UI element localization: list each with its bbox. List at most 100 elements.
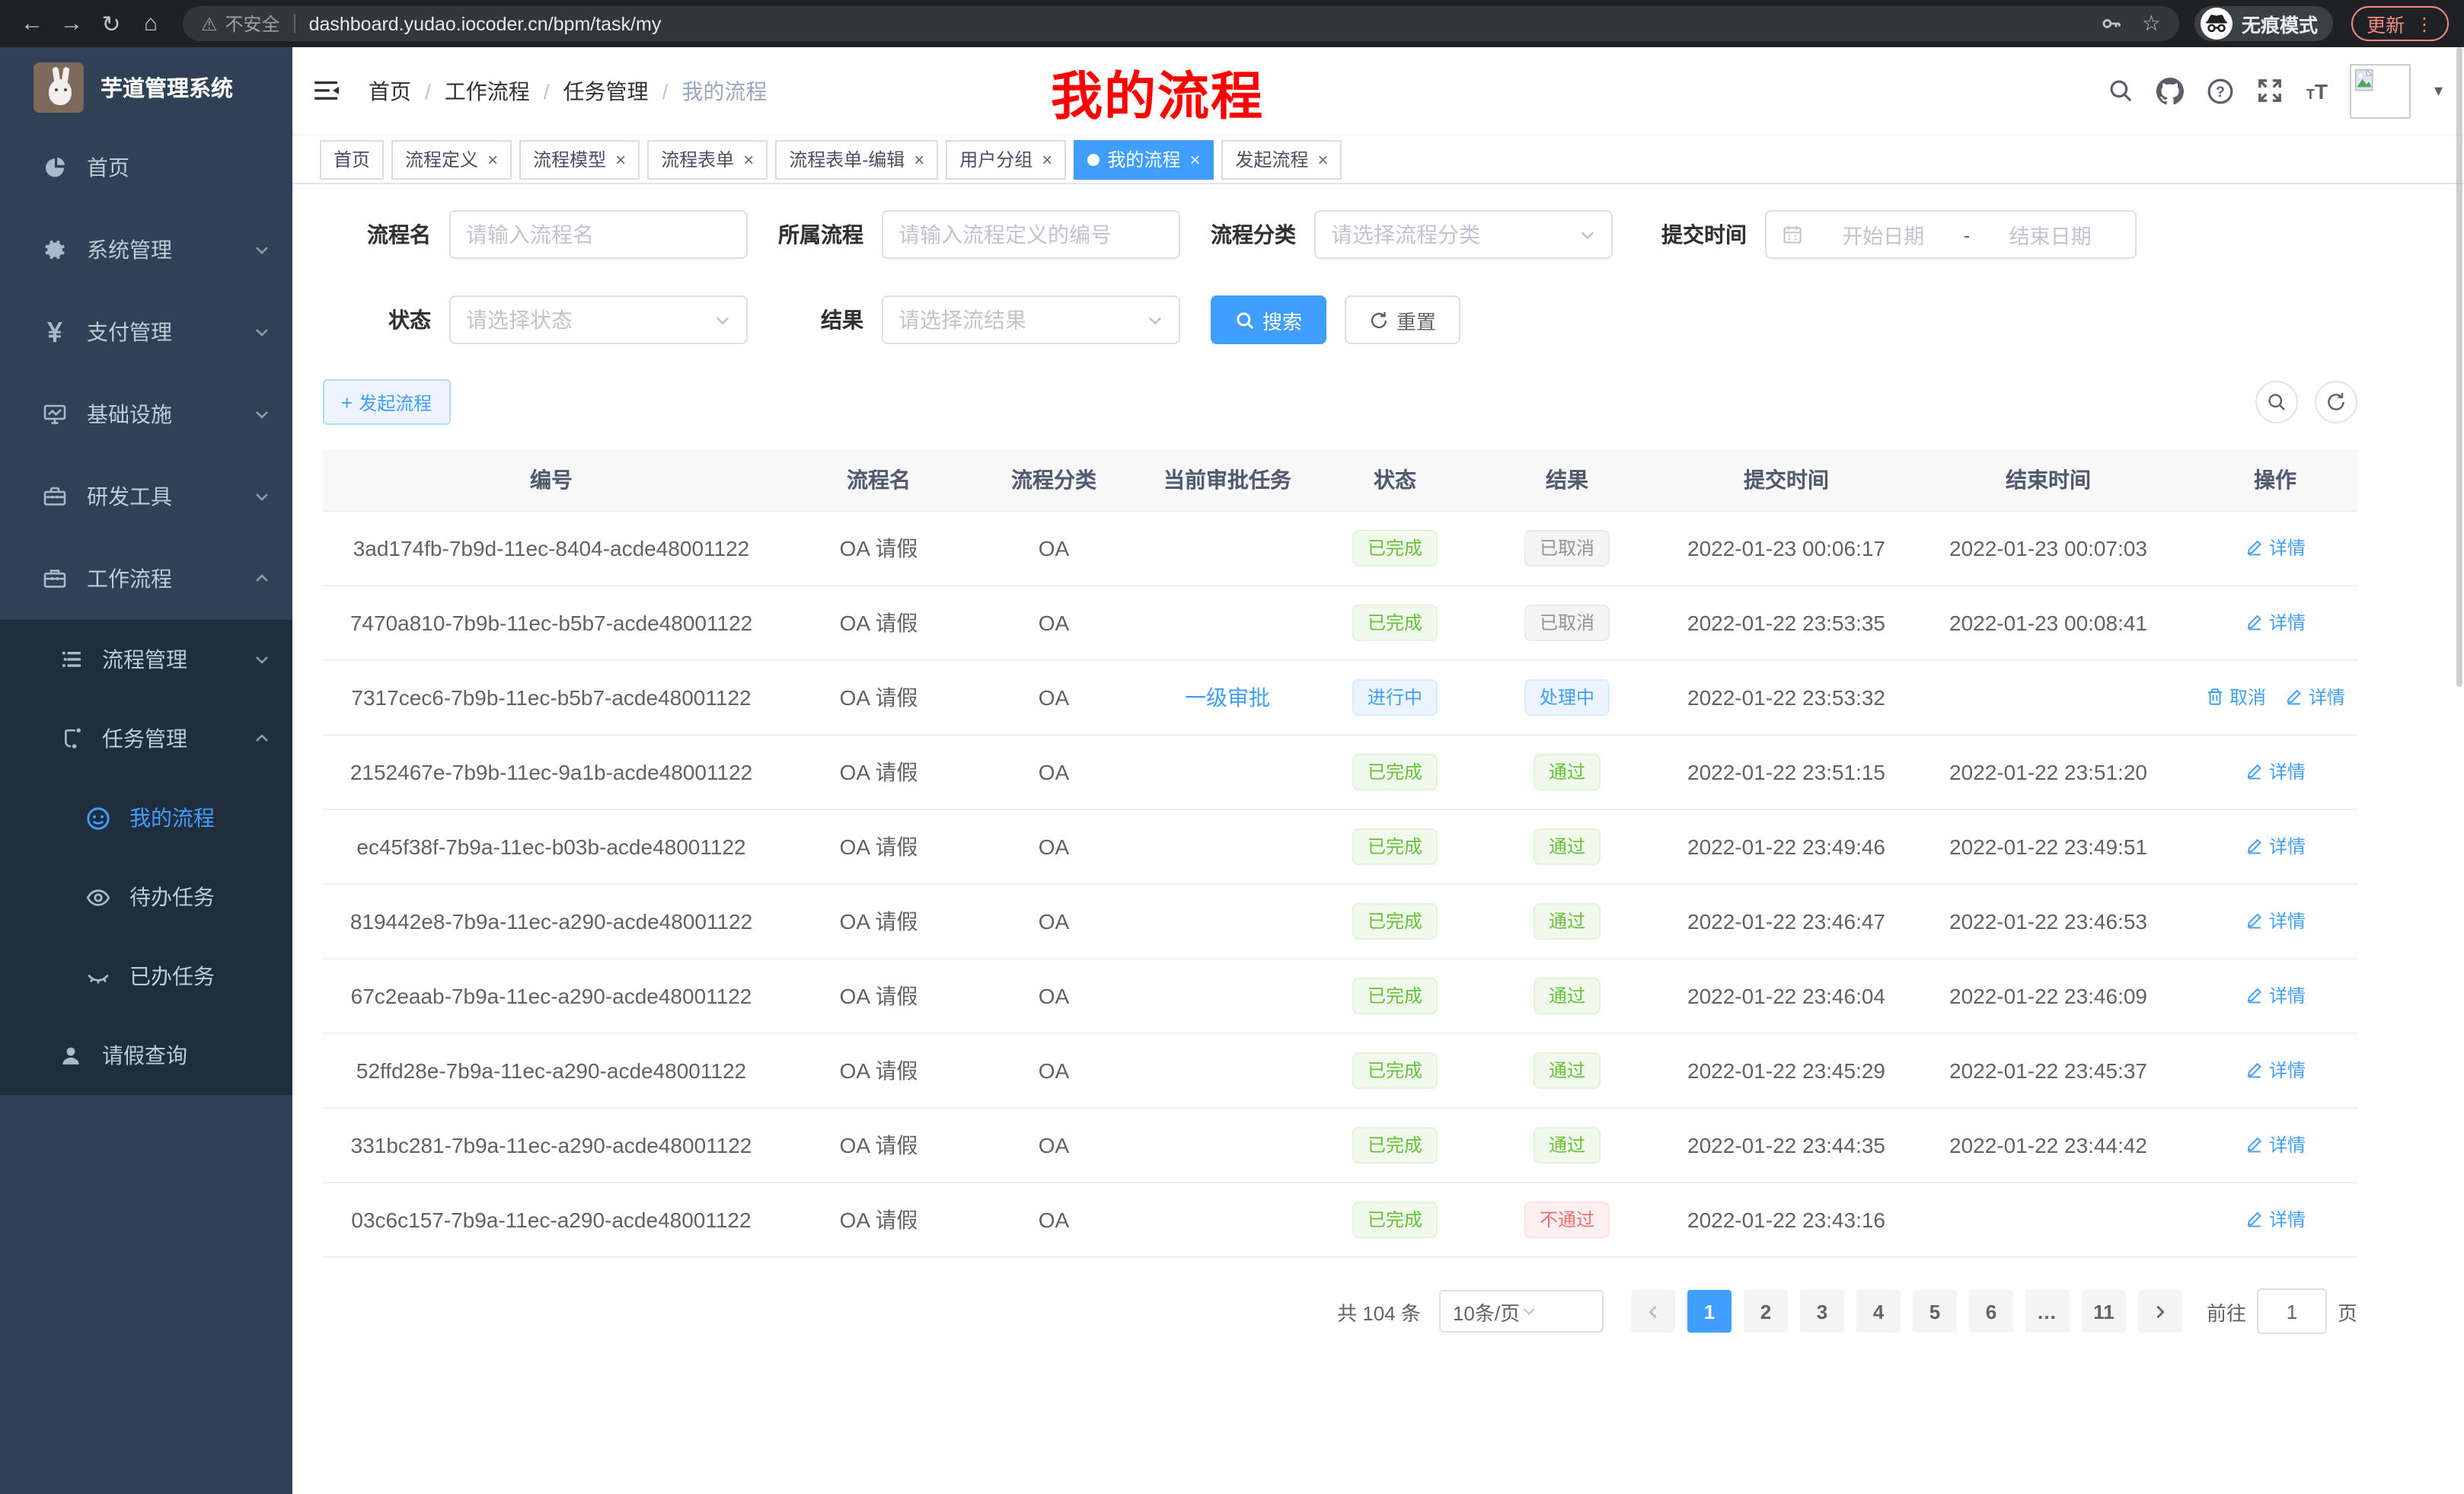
detail-link[interactable]: 详情 <box>2245 535 2306 560</box>
sidebar-item-支付管理[interactable]: 支付管理 <box>0 291 292 373</box>
sidebar-item-首页[interactable]: 首页 <box>0 126 292 209</box>
process-name-input[interactable] <box>449 210 748 259</box>
detail-link[interactable]: 详情 <box>2245 1132 2306 1157</box>
prev-page-icon[interactable] <box>1630 1290 1675 1333</box>
page-size-select[interactable]: 10条/页 <box>1438 1290 1604 1333</box>
sidebar-item-基础设施[interactable]: 基础设施 <box>0 373 292 455</box>
page-button-11[interactable]: 11 <box>2081 1290 2126 1333</box>
start-date-placeholder[interactable]: 开始日期 <box>1842 225 1925 248</box>
sidebar-item-系统管理[interactable]: 系统管理 <box>0 209 292 291</box>
close-icon[interactable]: × <box>615 148 627 170</box>
page-button-6[interactable]: 6 <box>1968 1290 2013 1333</box>
detail-link[interactable]: 详情 <box>2245 1057 2306 1083</box>
close-icon[interactable]: × <box>1042 148 1053 170</box>
sidebar-item-待办任务[interactable]: 待办任务 <box>0 857 292 937</box>
detail-link[interactable]: 详情 <box>2245 908 2306 934</box>
breadcrumb-task[interactable]: 任务管理 <box>563 78 649 103</box>
password-key-icon[interactable] <box>2101 12 2124 35</box>
tab-发起流程[interactable]: 发起流程 × <box>1221 139 1342 179</box>
result-select[interactable]: 请选择流结果 <box>882 295 1180 344</box>
category-select[interactable]: 请选择流程分类 <box>1314 210 1613 259</box>
breadcrumb-workflow[interactable]: 工作流程 <box>444 78 530 103</box>
definition-input[interactable] <box>882 210 1180 259</box>
detail-link[interactable]: 详情 <box>2245 758 2306 784</box>
sidebar-item-我的流程[interactable]: 我的流程 <box>0 778 292 857</box>
cell-id: 7470a810-7b9b-11ec-b5b7-acde48001122 <box>323 586 780 661</box>
tab-首页[interactable]: 首页 <box>320 139 385 179</box>
close-icon[interactable]: × <box>914 148 925 170</box>
tab-流程表单-编辑[interactable]: 流程表单-编辑 × <box>775 139 939 179</box>
edit-icon <box>2245 1135 2265 1154</box>
page-button-2[interactable]: 2 <box>1743 1290 1788 1333</box>
status-select[interactable]: 请选择状态 <box>449 295 748 344</box>
page-button-1[interactable]: 1 <box>1687 1290 1732 1333</box>
face-icon <box>85 805 111 831</box>
cancel-link[interactable]: 取消 <box>2205 684 2266 710</box>
github-icon[interactable] <box>2156 77 2185 104</box>
reset-button[interactable]: 重置 <box>1345 295 1461 344</box>
avatar-caret-icon[interactable]: ▾ <box>2434 82 2443 101</box>
tab-用户分组[interactable]: 用户分组 × <box>946 139 1067 179</box>
create-process-button[interactable]: + 发起流程 <box>323 379 451 425</box>
sidebar-item-任务管理[interactable]: 任务管理 <box>0 699 292 778</box>
app-logo[interactable]: 芋道管理系统 <box>0 47 292 126</box>
fullscreen-icon[interactable] <box>2258 78 2284 104</box>
detail-link[interactable]: 详情 <box>2245 609 2306 635</box>
forward-icon[interactable]: → <box>60 11 83 37</box>
detail-link[interactable]: 详情 <box>2284 684 2345 710</box>
sidebar-item-流程管理[interactable]: 流程管理 <box>0 620 292 699</box>
help-icon[interactable]: ? <box>2207 77 2235 104</box>
sidebar-item-已办任务[interactable]: 已办任务 <box>0 937 292 1016</box>
sidebar-item-研发工具[interactable]: 研发工具 <box>0 455 292 538</box>
menu-dots-icon[interactable]: ⋮ <box>2415 13 2434 34</box>
next-page-icon[interactable] <box>2137 1290 2182 1333</box>
avatar[interactable] <box>2350 63 2411 118</box>
scrollbar[interactable] <box>2456 47 2462 687</box>
chevron-up-icon <box>253 729 271 748</box>
detail-link[interactable]: 详情 <box>2245 833 2306 859</box>
table-search-icon[interactable] <box>2255 381 2298 423</box>
not-secure-icon: ⚠ <box>201 13 218 34</box>
cell-submit-time: 2022-01-22 23:46:47 <box>1669 884 1904 959</box>
page-button-4[interactable]: 4 <box>1856 1290 1901 1333</box>
briefcase-icon <box>41 567 67 591</box>
tab-我的流程[interactable]: 我的流程 × <box>1074 139 1214 179</box>
home-icon[interactable]: ⌂ <box>143 11 158 37</box>
tab-流程模型[interactable]: 流程模型 × <box>519 139 640 179</box>
tab-流程定义[interactable]: 流程定义 × <box>391 139 512 179</box>
action-label: 详情 <box>2268 538 2306 559</box>
page-button-5[interactable]: 5 <box>1912 1290 1957 1333</box>
collapse-menu-icon[interactable] <box>314 79 341 102</box>
close-icon[interactable]: × <box>743 148 755 170</box>
cell-task <box>1130 586 1325 661</box>
tab-label: 流程表单-编辑 <box>789 149 905 171</box>
detail-link[interactable]: 详情 <box>2245 982 2306 1008</box>
breadcrumb-home[interactable]: 首页 <box>369 78 411 103</box>
close-icon[interactable]: × <box>1317 148 1329 170</box>
reload-icon[interactable]: ↻ <box>101 11 121 37</box>
close-icon[interactable]: × <box>1189 148 1201 170</box>
edit-icon <box>2284 687 2304 707</box>
search-button[interactable]: 搜索 <box>1211 295 1327 344</box>
task-link[interactable]: 一级审批 <box>1185 685 1270 710</box>
jump-page-input[interactable] <box>2256 1288 2327 1334</box>
sidebar-item-label: 首页 <box>87 155 129 180</box>
submit-time-range[interactable]: 开始日期 - 结束日期 <box>1765 210 2137 259</box>
table-row: 331bc281-7b9a-11ec-a290-acde48001122 OA 请… <box>323 1108 2357 1183</box>
address-bar[interactable]: ⚠ 不安全 dashboard.yudao.iocoder.cn/bpm/tas… <box>183 6 2179 41</box>
search-icon[interactable] <box>2108 78 2134 104</box>
cell-actions: 详情 <box>2193 884 2357 959</box>
table-refresh-icon[interactable] <box>2315 381 2357 423</box>
detail-link[interactable]: 详情 <box>2245 1206 2306 1232</box>
sidebar-item-工作流程[interactable]: 工作流程 <box>0 538 292 620</box>
page-button-3[interactable]: 3 <box>1799 1290 1844 1333</box>
bookmark-star-icon[interactable]: ☆ <box>2141 11 2161 35</box>
cell-task <box>1130 1183 1325 1258</box>
close-icon[interactable]: × <box>487 148 499 170</box>
back-icon[interactable]: ← <box>21 11 43 37</box>
sidebar-item-请假查询[interactable]: 请假查询 <box>0 1016 292 1095</box>
end-date-placeholder[interactable]: 结束日期 <box>2009 225 2092 248</box>
tab-流程表单[interactable]: 流程表单 × <box>647 139 768 179</box>
update-button[interactable]: 更新 ⋮ <box>2351 6 2449 41</box>
